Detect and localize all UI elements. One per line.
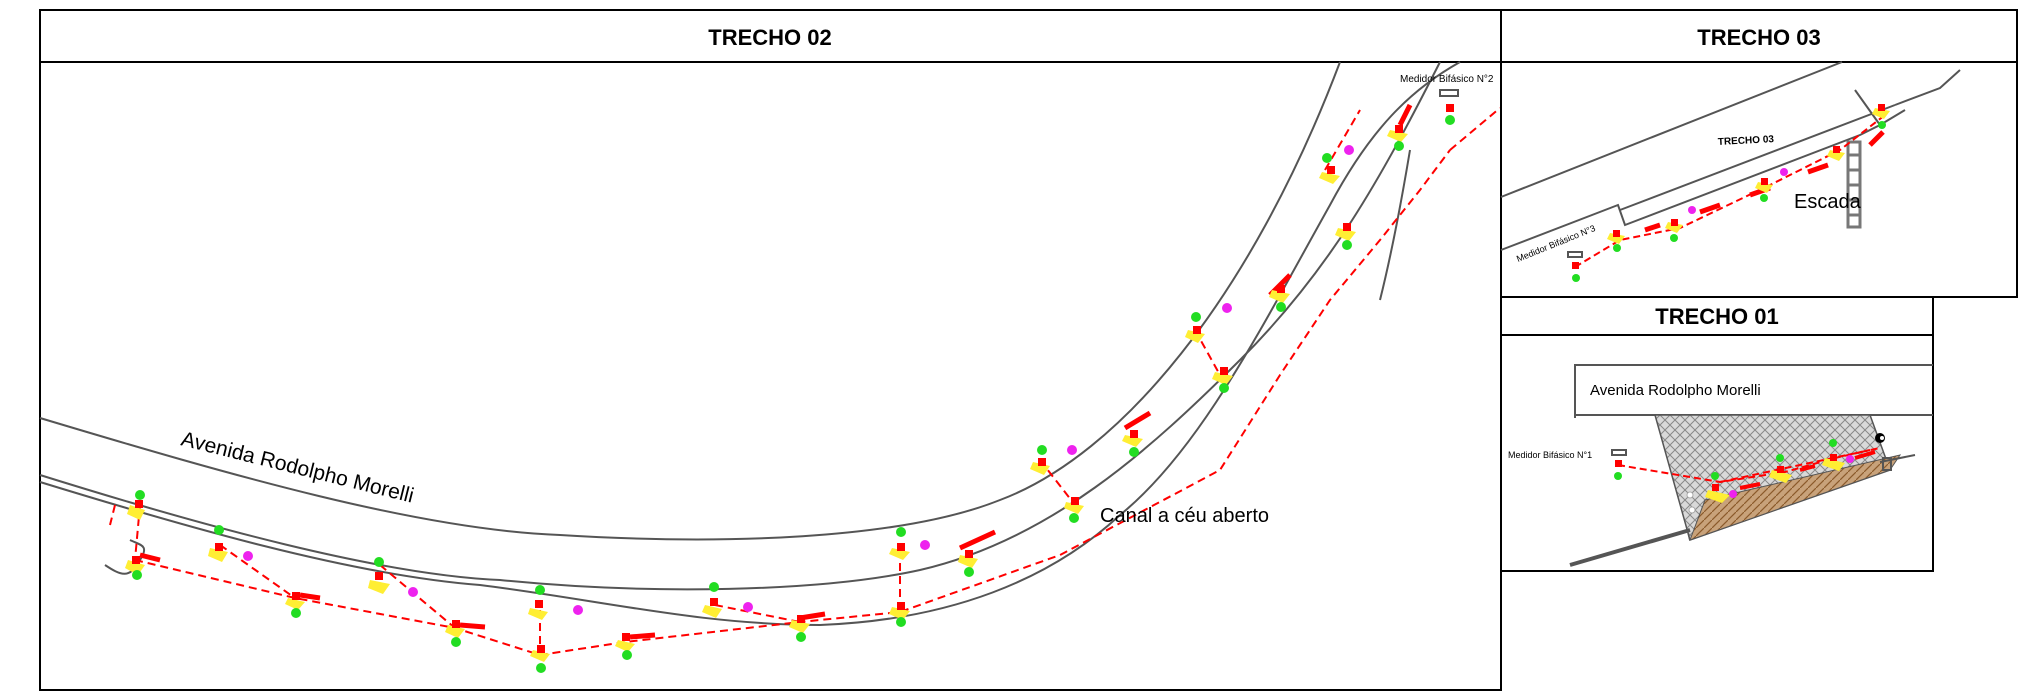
- meter-2-symbol: [1439, 89, 1459, 97]
- pole-marker: [789, 615, 810, 642]
- panel-trecho-02: TRECHO 02: [39, 9, 1502, 691]
- pole-marker: [1445, 104, 1455, 125]
- curb-end: [1879, 454, 1916, 463]
- pole-marker: [1064, 497, 1084, 523]
- panel-title-trecho-02: TRECHO 02: [708, 25, 831, 50]
- road-edges-03: [1500, 61, 1961, 251]
- pole-marker: [958, 550, 978, 577]
- meter-1-label: Medidor Bifásico N°1: [1508, 450, 1592, 460]
- circuit-trecho-01: [1617, 447, 1881, 484]
- panel-trecho-03: TRECHO 03: [1500, 9, 2018, 298]
- pole-marker: [285, 592, 305, 618]
- circuit-trecho-02: [109, 107, 1501, 657]
- meter-3-symbol: [1567, 251, 1583, 258]
- pole-marker: [1387, 125, 1408, 151]
- pole-marker: [702, 582, 753, 618]
- pole-marker: [889, 602, 910, 627]
- pole-marker: [208, 525, 253, 562]
- pole-marker: [1185, 303, 1232, 343]
- cable-segments-01: [1739, 450, 1876, 490]
- poles-trecho-03: [1572, 104, 1890, 282]
- pole-marker: [528, 585, 583, 620]
- panel-title-trecho-03: TRECHO 03: [1697, 25, 1820, 50]
- cable-segments: [139, 103, 1413, 640]
- pole-marker: [1122, 430, 1143, 457]
- pole-marker: [1269, 285, 1290, 312]
- meter-1-symbol: [1611, 449, 1627, 456]
- pole-marker: [1319, 145, 1354, 184]
- pole-marker: [368, 557, 418, 597]
- pole-marker: [530, 645, 550, 673]
- pole-marker: [889, 527, 930, 560]
- poles-trecho-02: [125, 104, 1455, 673]
- stair: [1846, 140, 1862, 229]
- box-symbol: [1882, 457, 1892, 471]
- poles-trecho-01: [1614, 433, 1885, 514]
- pole-marker: [1335, 223, 1356, 250]
- street-label-01: Avenida Rodolpho Morelli: [1590, 382, 1761, 399]
- panel-title-trecho-01: TRECHO 01: [1655, 304, 1778, 329]
- circuit-trecho-03: [1574, 104, 1886, 268]
- road-edges: [39, 61, 1461, 627]
- escada-label: Escada: [1794, 191, 1862, 213]
- pole-marker: [1030, 445, 1077, 475]
- canal-label: Canal a céu aberto: [1100, 505, 1269, 527]
- pole-marker: [1212, 367, 1233, 393]
- meter-2-label: Medidor Bifásico N°2: [1400, 74, 1494, 85]
- panel-trecho-01: TRECHO 01 Avenida Rodolph: [1500, 296, 1934, 572]
- pole-marker: [125, 556, 145, 580]
- pole-marker: [615, 633, 635, 660]
- pole-marker: [445, 620, 465, 647]
- trecho-03-inner-label: TRECHO 03: [1718, 134, 1775, 148]
- pole-marker: [127, 490, 145, 520]
- curb: [1569, 528, 1691, 567]
